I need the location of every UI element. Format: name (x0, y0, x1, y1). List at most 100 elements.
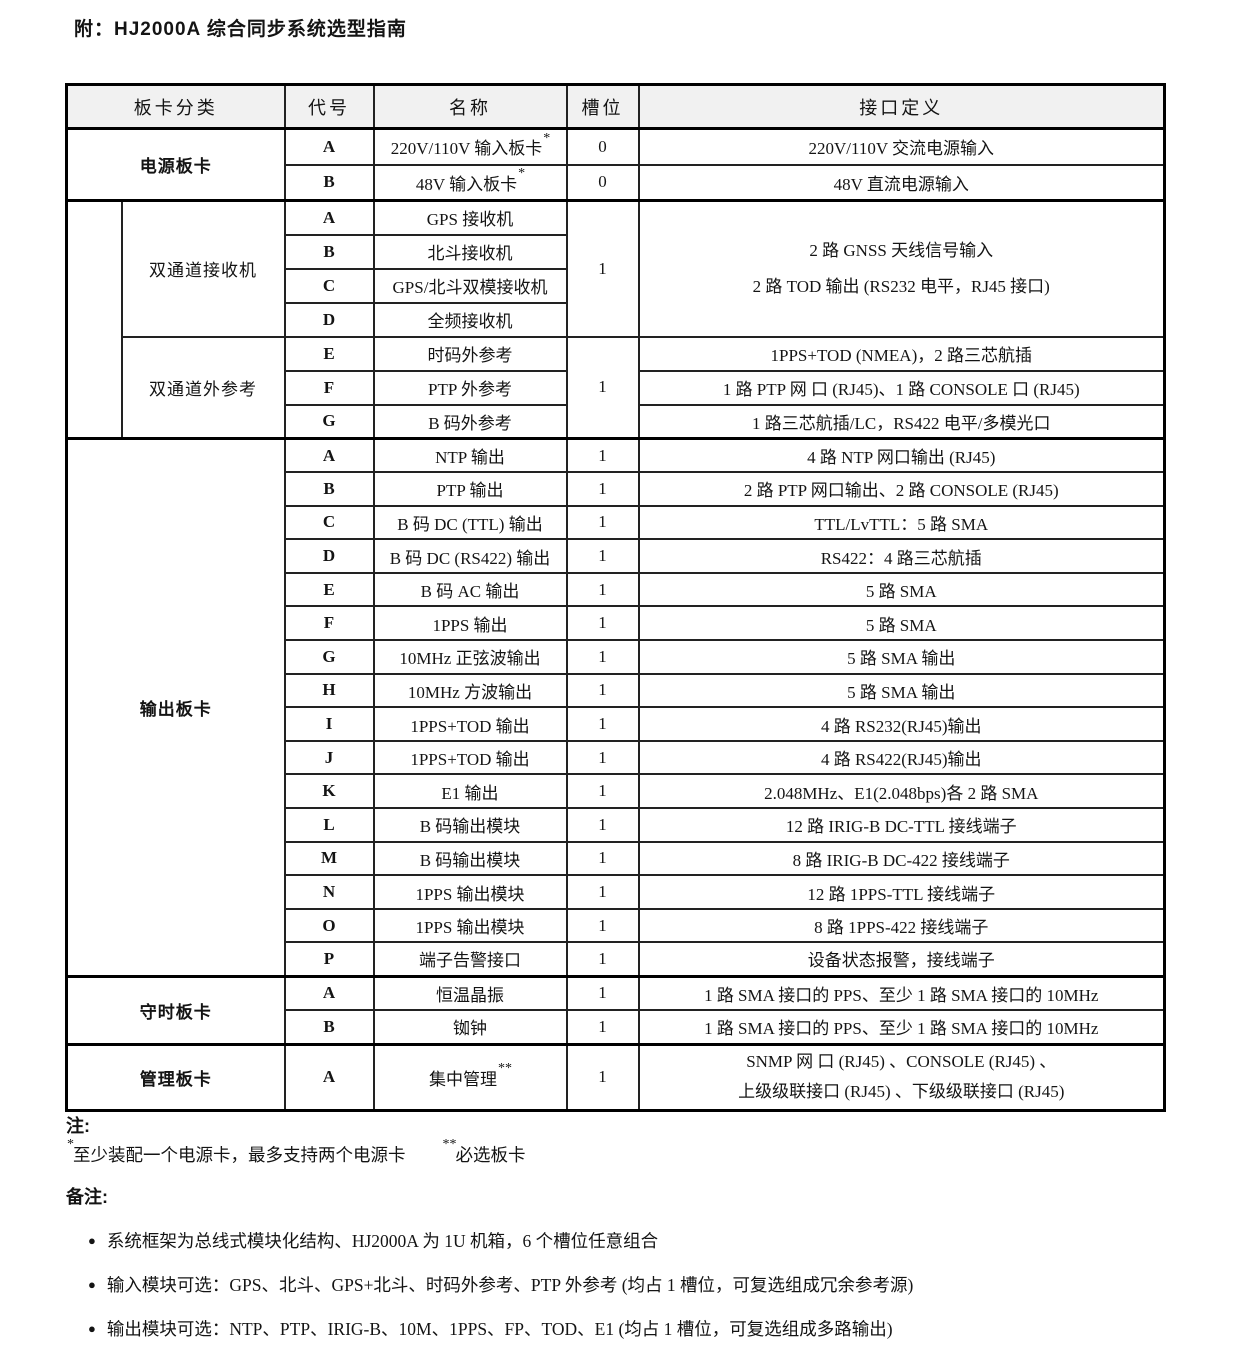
table-row: E B 码 AC 输出 1 5 路 SMA (67, 571, 1166, 608)
interface-line: 2 路 TOD 输出 (RS232 电平，RJ45 接口) (752, 276, 1050, 296)
bullet-icon: ● (88, 1321, 96, 1336)
table-row: I 1PPS+TOD 输出 1 4 路 RS232(RJ45)输出 (67, 706, 1166, 742)
row-code: A (283, 199, 375, 236)
row-slot: 1 (565, 471, 640, 507)
table-row: B 48V 输入板卡* 0 48V 直流电源输入 (67, 163, 1166, 202)
row-code: J (283, 739, 375, 776)
table-row: P 端子告警接口 1 设备状态报警，接线端子 (67, 941, 1166, 977)
row-interface: 12 路 IRIG-B DC-TTL 接线端子 (637, 807, 1166, 843)
row-interface: 设备状态报警，接线端子 (637, 941, 1166, 977)
row-interface: 8 路 1PPS-422 接线端子 (637, 907, 1166, 944)
row-name: PTP 外参考 (372, 369, 568, 406)
row-interface: 8 路 IRIG-B DC-422 接线端子 (637, 840, 1166, 877)
table-row: C B 码 DC (TTL) 输出 1 TTL/LvTTL：5 路 SMA (67, 504, 1166, 541)
table-row: G B 码外参考 1 路三芯航插/LC，RS422 电平/多模光口 (67, 403, 1166, 440)
header-cell-category: 板卡分类 (65, 83, 286, 130)
note-label: 注: (66, 1116, 90, 1136)
row-interface: 2 路 GNSS 天线信号输入 2 路 TOD 输出 (RS232 电平，RJ4… (637, 199, 1166, 338)
row-slot: 1 (565, 773, 640, 810)
row-slot: 1 (565, 941, 640, 977)
row-interface: 1 路 SMA 接口的 PPS、至少 1 路 SMA 接口的 10MHz (637, 974, 1166, 1011)
row-interface: 5 路 SMA 输出 (637, 672, 1166, 709)
section-label-management: 管理板卡 (65, 1042, 286, 1111)
section-label-extref: 双通道外参考 (120, 335, 286, 440)
row-slot: 1 (565, 672, 640, 709)
table-row: B PTP 输出 1 2 路 PTP 网口输出、2 路 CONSOLE (RJ4… (67, 471, 1166, 507)
row-interface: 4 路 NTP 网口输出 (RJ45) (637, 437, 1166, 474)
section-label-timekeeping: 守时板卡 (65, 974, 286, 1045)
header-cell-interface: 接口定义 (637, 83, 1166, 130)
row-slot: 1 (565, 739, 640, 776)
section-label-power: 电源板卡 (65, 127, 286, 202)
row-code: G (283, 403, 375, 440)
row-name: 恒温晶振 (372, 974, 568, 1011)
row-name-text: 220V/110V 输入板卡 (390, 139, 543, 159)
row-slot: 1 (565, 437, 640, 474)
row-interface: 1 路三芯航插/LC，RS422 电平/多模光口 (637, 403, 1166, 440)
row-interface: RS422：4 路三芯航插 (637, 538, 1166, 574)
table-row: 电源板卡 A 220V/110V 输入板卡* 0 220V/110V 交流电源输… (65, 127, 1166, 202)
table-row: D B 码 DC (RS422) 输出 1 RS422：4 路三芯航插 (67, 538, 1166, 574)
row-name: 1PPS+TOD 输出 (372, 706, 568, 742)
row-interface: 5 路 SMA (637, 605, 1166, 642)
header-cell-code: 代号 (283, 83, 375, 130)
selection-guide-table: 板卡分类 代号 名称 槽位 接口定义 电源板卡 A 220V/110V 输入板卡… (65, 83, 1166, 1112)
table-row: B 铷钟 1 1 路 SMA 接口的 PPS、至少 1 路 SMA 接口的 10… (67, 1009, 1166, 1045)
row-interface: 5 路 SMA (637, 571, 1166, 608)
row-interface: 2.048MHz、E1(2.048bps)各 2 路 SMA (637, 773, 1166, 810)
table-row: 输出板卡 A NTP 输出 1 4 路 NTP 网口输出 (RJ45) (65, 437, 1166, 977)
row-slot: 1 (565, 639, 640, 675)
row-code: F (283, 605, 375, 642)
bullet-icon: ● (88, 1277, 96, 1292)
table-row: C GPS/北斗双模接收机 (67, 267, 1165, 304)
superscript-double-asterisk: ** (498, 1060, 512, 1076)
page-title: 附：HJ2000A 综合同步系统选型指南 (74, 19, 407, 40)
row-name: 10MHz 正弦波输出 (372, 639, 568, 675)
header-cell-slot: 槽位 (565, 83, 640, 130)
section-label-output: 输出板卡 (65, 437, 286, 977)
row-name: 1PPS 输出模块 (372, 874, 568, 910)
superscript-asterisk: * (543, 130, 551, 146)
row-name: 全频接收机 (372, 301, 568, 338)
row-slot: 1 (565, 706, 640, 742)
row-name: B 码输出模块 (372, 840, 568, 877)
row-slot: 1 (565, 1009, 640, 1045)
row-name: E1 输出 (372, 773, 568, 810)
row-code: D (283, 301, 375, 338)
row-name: 1PPS+TOD 输出 (372, 739, 568, 776)
header-cell-name: 名称 (372, 83, 568, 130)
row-slot: 1 (565, 807, 640, 843)
bullet-text: 输出模块可选：NTP、PTP、IRIG-B、10M、1PPS、FP、TOD、E1… (106, 1319, 893, 1339)
row-slot: 1 (565, 335, 640, 440)
row-code: B (283, 1009, 375, 1045)
row-name: 时码外参考 (372, 335, 568, 372)
table-row: B 北斗接收机 (67, 233, 1165, 270)
row-name: 220V/110V 输入板卡* (372, 127, 568, 166)
row-code: P (283, 941, 375, 977)
row-code: M (283, 840, 375, 877)
row-interface: TTL/LvTTL：5 路 SMA (637, 504, 1166, 541)
remark-list: ● 系统框架为总线式模块化结构、HJ2000A 为 1U 机箱，6 个槽位任意组合… (66, 1228, 1186, 1363)
table-row: O 1PPS 输出模块 1 8 路 1PPS-422 接线端子 (67, 907, 1166, 944)
row-code: I (283, 706, 375, 742)
notes-section: 注: *至少装配一个电源卡，最多支持两个电源卡 **必选板卡 备注: ● 系统框架为… (66, 1112, 1186, 1363)
row-name: GPS 接收机 (372, 199, 568, 236)
table-row: G 10MHz 正弦波输出 1 5 路 SMA 输出 (67, 639, 1166, 675)
table-row: M B 码输出模块 1 8 路 IRIG-B DC-422 接线端子 (67, 840, 1166, 877)
row-name: 端子告警接口 (372, 941, 568, 977)
row-name: PTP 输出 (372, 471, 568, 507)
row-code: A (283, 974, 375, 1011)
row-slot: 1 (565, 974, 640, 1011)
row-interface: 1PPS+TOD (NMEA)，2 路三芯航插 (637, 335, 1166, 372)
row-interface: 1 路 PTP 网 口 (RJ45)、1 路 CONSOLE 口 (RJ45) (637, 369, 1166, 406)
row-slot: 1 (565, 199, 640, 338)
superscript-asterisk: * (67, 1137, 74, 1153)
header-row: 板卡分类 代号 名称 槽位 接口定义 (65, 83, 1166, 130)
row-name: B 码 AC 输出 (372, 571, 568, 608)
row-name: 北斗接收机 (372, 233, 568, 270)
row-slot: 0 (565, 163, 640, 202)
row-code: B (283, 233, 375, 270)
row-code: B (283, 163, 375, 202)
row-code: L (283, 807, 375, 843)
